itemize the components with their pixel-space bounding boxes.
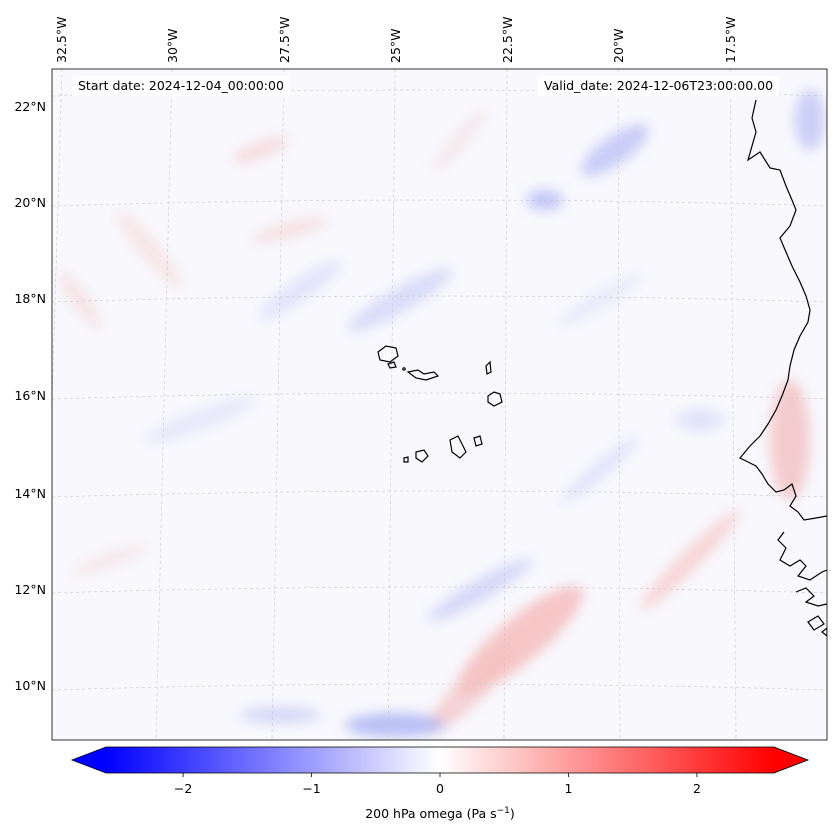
lat-label: 22°N [14, 99, 46, 114]
colorbar-outline [70, 746, 810, 774]
coastline [739, 99, 827, 637]
lat-label: 14°N [14, 486, 46, 501]
colorbar-label-text: 200 hPa omega (Pa s [365, 806, 497, 822]
cape-verde-islands [377, 345, 503, 463]
omega-field [58, 90, 825, 737]
lon-label: 25°W [388, 28, 403, 63]
santo-antao [377, 345, 399, 363]
lat-labels: 22°N 20°N 18°N 16°N 14°N 12°N 10°N [14, 99, 46, 693]
lon-label: 30°W [165, 28, 180, 63]
colorbar-gradient [106, 747, 774, 773]
lon-label: 17.5°W [723, 17, 738, 63]
lon-label: 20°W [611, 28, 626, 63]
sao-nicolau [406, 369, 440, 381]
lon-label: 32.5°W [54, 17, 69, 63]
maio [473, 435, 483, 447]
colorbar-label: 200 hPa omega (Pa s−1) [0, 806, 837, 821]
lat-label: 10°N [14, 678, 46, 693]
santiago [449, 435, 467, 459]
boa-vista [487, 391, 503, 407]
colorbar-tick-label: 2 [693, 781, 701, 796]
guinea-bissau-coast [795, 587, 827, 607]
colorbar-extend-low [72, 747, 106, 773]
colorbar-tick-label: −1 [302, 781, 320, 796]
lat-label: 18°N [14, 291, 46, 306]
santa-luzia [402, 367, 406, 371]
colorbar-extend-high [774, 747, 808, 773]
valid-date-label: Valid_date: 2024-12-06T23:00:00.00 [538, 76, 780, 96]
lat-label: 20°N [14, 195, 46, 210]
fogo [415, 449, 429, 463]
colorbar-tick-label: 1 [564, 781, 572, 796]
colorbar-label-close: ) [509, 806, 515, 822]
colorbar-tick-label: −2 [174, 781, 192, 796]
colorbar-tick-label: 0 [436, 781, 444, 796]
bijagos-islands [807, 615, 827, 637]
lat-label: 16°N [14, 388, 46, 403]
gridlines [52, 69, 827, 740]
map-background [52, 69, 827, 740]
colorbar-label-exponent: −1 [496, 806, 510, 816]
senegambia-coast [777, 531, 827, 581]
africa-coast [739, 99, 827, 521]
map-frame [51, 68, 828, 741]
lat-label: 12°N [14, 582, 46, 597]
sal [485, 360, 492, 375]
start-date-label: Start date: 2024-12-04_00:00:00 [72, 76, 290, 96]
map-panel [52, 69, 827, 740]
colorbar: −2 −1 0 1 2 [70, 746, 810, 796]
lon-labels: 32.5°W 30°W 27.5°W 25°W 22.5°W 20°W 17.5… [54, 17, 738, 63]
lon-label: 22.5°W [500, 17, 515, 63]
colorbar-ticks: −2 −1 0 1 2 [174, 773, 701, 796]
sao-vicente [387, 361, 397, 369]
brava [403, 456, 409, 463]
lon-label: 27.5°W [277, 17, 292, 63]
